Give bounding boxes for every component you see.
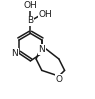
Text: OH: OH [38, 10, 52, 19]
Text: N: N [38, 45, 45, 54]
Text: B: B [27, 17, 33, 26]
Text: OH: OH [24, 1, 37, 10]
Text: O: O [55, 75, 62, 84]
Text: N: N [11, 49, 18, 58]
